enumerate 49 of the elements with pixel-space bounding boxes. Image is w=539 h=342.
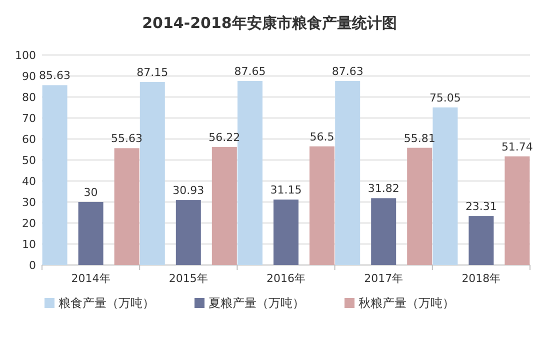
- legend-label: 粮食产量（万吨）: [58, 296, 154, 310]
- y-tick-label: 0: [29, 259, 36, 272]
- bar: [78, 202, 104, 265]
- bar: [274, 200, 298, 265]
- y-tick-label: 70: [22, 112, 36, 125]
- bar: [310, 146, 334, 265]
- data-label: 30: [84, 186, 98, 199]
- bar: [42, 85, 68, 265]
- bar: [176, 200, 201, 265]
- data-label: 56.22: [208, 130, 240, 144]
- data-label: 30.93: [172, 184, 204, 198]
- legend-label: 秋粮产量（万吨）: [358, 296, 454, 310]
- bar: [212, 146, 237, 265]
- x-tick-label: 2018年: [462, 272, 501, 285]
- y-tick-label: 10: [22, 238, 36, 251]
- data-label: 31.15: [270, 184, 302, 197]
- data-label: 51.74: [501, 140, 533, 154]
- y-tick-label: 50: [22, 154, 36, 167]
- bar: [504, 156, 530, 265]
- data-label: 55.81: [404, 132, 436, 145]
- y-tick-label: 60: [22, 133, 36, 146]
- chart-title: 2014-2018年安康市粮食产量统计图: [142, 14, 397, 32]
- data-label: 87.15: [136, 66, 168, 79]
- data-label: 87.63: [332, 64, 364, 78]
- x-tick-label: 2016年: [266, 272, 306, 285]
- data-label: 55.63: [111, 132, 143, 146]
- bar: [468, 216, 494, 265]
- data-label: 23.31: [465, 200, 497, 214]
- bar: [335, 80, 360, 265]
- bar: [114, 148, 140, 265]
- data-label: 31.82: [368, 182, 400, 196]
- y-tick-label: 100: [15, 49, 36, 62]
- x-tick-label: 2015年: [168, 272, 208, 285]
- bar: [371, 198, 396, 265]
- x-tick-label: 2017年: [364, 272, 404, 285]
- legend-label: 夏粮产量（万吨）: [208, 296, 304, 310]
- y-tick-label: 80: [22, 91, 36, 104]
- bar: [432, 107, 458, 265]
- data-label: 56.5: [310, 130, 334, 144]
- y-tick-label: 20: [22, 217, 36, 230]
- bar: [407, 148, 432, 265]
- bar: [238, 80, 262, 265]
- data-label: 85.63: [39, 69, 71, 82]
- x-tick-label: 2014年: [71, 272, 110, 285]
- data-label: 75.05: [429, 91, 461, 104]
- y-tick-label: 40: [22, 175, 36, 188]
- data-label: 87.65: [234, 64, 266, 78]
- y-tick-label: 90: [22, 70, 36, 83]
- y-tick-label: 30: [22, 196, 36, 209]
